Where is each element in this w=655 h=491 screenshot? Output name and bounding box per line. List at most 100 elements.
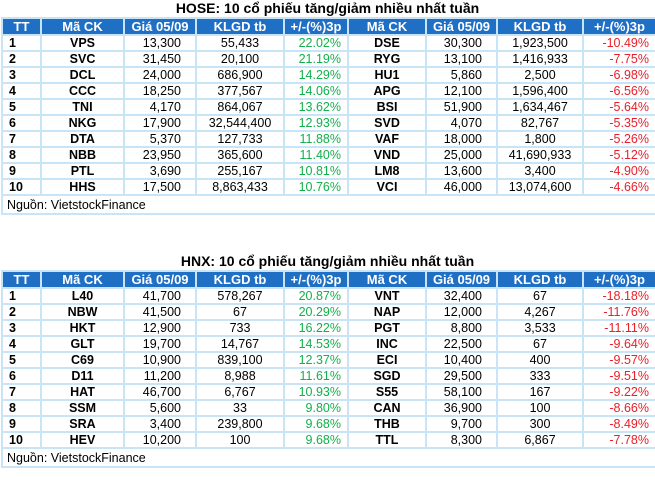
- loser-price: 36,900: [425, 399, 498, 417]
- gainer-avg-volume: 8,988: [195, 367, 285, 385]
- header-row: TT Mã CK Giá 05/09 KLGD tb +/-(%)3p Mã CK Giá …: [1, 270, 655, 289]
- gainer-stock-code: NBB: [40, 146, 125, 164]
- loser-price: 30,300: [425, 34, 498, 52]
- loser-avg-volume: 2,500: [496, 66, 584, 84]
- gainer-change-pct: 10.93%: [283, 383, 349, 401]
- loser-avg-volume: 167: [496, 383, 584, 401]
- gainer-stock-code: VPS: [40, 34, 125, 52]
- gainer-price: 10,900: [123, 351, 197, 369]
- loser-avg-volume: 333: [496, 367, 584, 385]
- loser-price: 10,400: [425, 351, 498, 369]
- stock-table: TT Mã CK Giá 05/09 KLGD tb +/-(%)3p Mã CK Giá …: [1, 270, 655, 468]
- loser-price: 13,100: [425, 50, 498, 68]
- loser-change-pct: -11.76%: [582, 303, 655, 321]
- rank: 5: [1, 98, 42, 116]
- gainer-avg-volume: 733: [195, 319, 285, 337]
- table-row: 8 SSM 5,600 33 9.80% CAN 36,900 100 -8.66%: [1, 399, 655, 417]
- loser-change-pct: -5.35%: [582, 114, 655, 132]
- column-header: Giá 05/09: [425, 17, 498, 36]
- table-title: HOSE: 10 cổ phiếu tăng/giảm nhiều nhất t…: [175, 0, 480, 16]
- rank: 8: [1, 146, 42, 164]
- gainer-avg-volume: 864,067: [195, 98, 285, 116]
- loser-price: 18,000: [425, 130, 498, 148]
- gainer-change-pct: 9.68%: [283, 431, 349, 449]
- rank: 7: [1, 130, 42, 148]
- loser-avg-volume: 6,867: [496, 431, 584, 449]
- column-header: Mã CK: [40, 270, 125, 289]
- gainer-avg-volume: 377,567: [195, 82, 285, 100]
- gainer-price: 18,250: [123, 82, 197, 100]
- gainer-price: 24,000: [123, 66, 197, 84]
- gainer-change-pct: 14.53%: [283, 335, 349, 353]
- gainer-stock-code: GLT: [40, 335, 125, 353]
- loser-stock-code: LM8: [347, 162, 427, 180]
- gainer-avg-volume: 839,100: [195, 351, 285, 369]
- loser-avg-volume: 67: [496, 335, 584, 353]
- gainer-stock-code: SSM: [40, 399, 125, 417]
- loser-avg-volume: 1,596,400: [496, 82, 584, 100]
- gainer-price: 11,200: [123, 367, 197, 385]
- gainer-change-pct: 9.80%: [283, 399, 349, 417]
- loser-change-pct: -4.66%: [582, 178, 655, 196]
- gainer-price: 46,700: [123, 383, 197, 401]
- gainer-price: 41,700: [123, 287, 197, 305]
- loser-stock-code: TTL: [347, 431, 427, 449]
- source-row: Nguồn: VietstockFinance: [1, 194, 655, 215]
- gainer-change-pct: 10.76%: [283, 178, 349, 196]
- gainer-avg-volume: 255,167: [195, 162, 285, 180]
- column-header: Mã CK: [40, 17, 125, 36]
- column-header: KLGD tb: [496, 17, 584, 36]
- column-header: TT: [1, 270, 42, 289]
- hnx-section: HNX: 10 cổ phiếu tăng/giảm nhiều nhất tu…: [0, 253, 655, 468]
- loser-stock-code: SGD: [347, 367, 427, 385]
- stock-table: TT Mã CK Giá 05/09 KLGD tb +/-(%)3p Mã CK Giá …: [1, 17, 655, 215]
- loser-change-pct: -9.64%: [582, 335, 655, 353]
- loser-avg-volume: 3,533: [496, 319, 584, 337]
- rank: 3: [1, 66, 42, 84]
- loser-avg-volume: 1,800: [496, 130, 584, 148]
- table-row: 6 D11 11,200 8,988 11.61% SGD 29,500 333 -9.51%: [1, 367, 655, 385]
- table-row: 3 DCL 24,000 686,900 14.29% HU1 5,860 2,500 -6.9…: [1, 66, 655, 84]
- gainer-change-pct: 10.81%: [283, 162, 349, 180]
- gainer-avg-volume: 127,733: [195, 130, 285, 148]
- rank: 3: [1, 319, 42, 337]
- rank: 10: [1, 178, 42, 196]
- gainer-avg-volume: 55,433: [195, 34, 285, 52]
- rank: 4: [1, 335, 42, 353]
- gainer-avg-volume: 239,800: [195, 415, 285, 433]
- rank: 1: [1, 34, 42, 52]
- loser-stock-code: APG: [347, 82, 427, 100]
- loser-change-pct: -5.12%: [582, 146, 655, 164]
- gainer-change-pct: 16.22%: [283, 319, 349, 337]
- rank: 8: [1, 399, 42, 417]
- loser-price: 58,100: [425, 383, 498, 401]
- gainer-stock-code: CCC: [40, 82, 125, 100]
- loser-stock-code: SVD: [347, 114, 427, 132]
- loser-change-pct: -8.49%: [582, 415, 655, 433]
- gainer-avg-volume: 67: [195, 303, 285, 321]
- gainer-price: 19,700: [123, 335, 197, 353]
- hose-section: HOSE: 10 cổ phiếu tăng/giảm nhiều nhất t…: [0, 0, 655, 215]
- gainer-price: 23,950: [123, 146, 197, 164]
- loser-change-pct: -6.56%: [582, 82, 655, 100]
- gainer-price: 5,370: [123, 130, 197, 148]
- gainer-change-pct: 22.02%: [283, 34, 349, 52]
- loser-change-pct: -10.49%: [582, 34, 655, 52]
- loser-change-pct: -18.18%: [582, 287, 655, 305]
- loser-stock-code: S55: [347, 383, 427, 401]
- rank: 2: [1, 303, 42, 321]
- gainer-stock-code: DCL: [40, 66, 125, 84]
- gainer-stock-code: C69: [40, 351, 125, 369]
- loser-change-pct: -9.57%: [582, 351, 655, 369]
- rank: 9: [1, 415, 42, 433]
- loser-avg-volume: 1,634,467: [496, 98, 584, 116]
- loser-change-pct: -6.98%: [582, 66, 655, 84]
- gainer-change-pct: 14.29%: [283, 66, 349, 84]
- gainer-change-pct: 21.19%: [283, 50, 349, 68]
- table-row: 3 HKT 12,900 733 16.22% PGT 8,800 3,533 -11.11%: [1, 319, 655, 337]
- loser-avg-volume: 100: [496, 399, 584, 417]
- rank: 9: [1, 162, 42, 180]
- loser-avg-volume: 400: [496, 351, 584, 369]
- gainer-avg-volume: 33: [195, 399, 285, 417]
- table-row: 1 VPS 13,300 55,433 22.02% DSE 30,300 1,923,500…: [1, 34, 655, 52]
